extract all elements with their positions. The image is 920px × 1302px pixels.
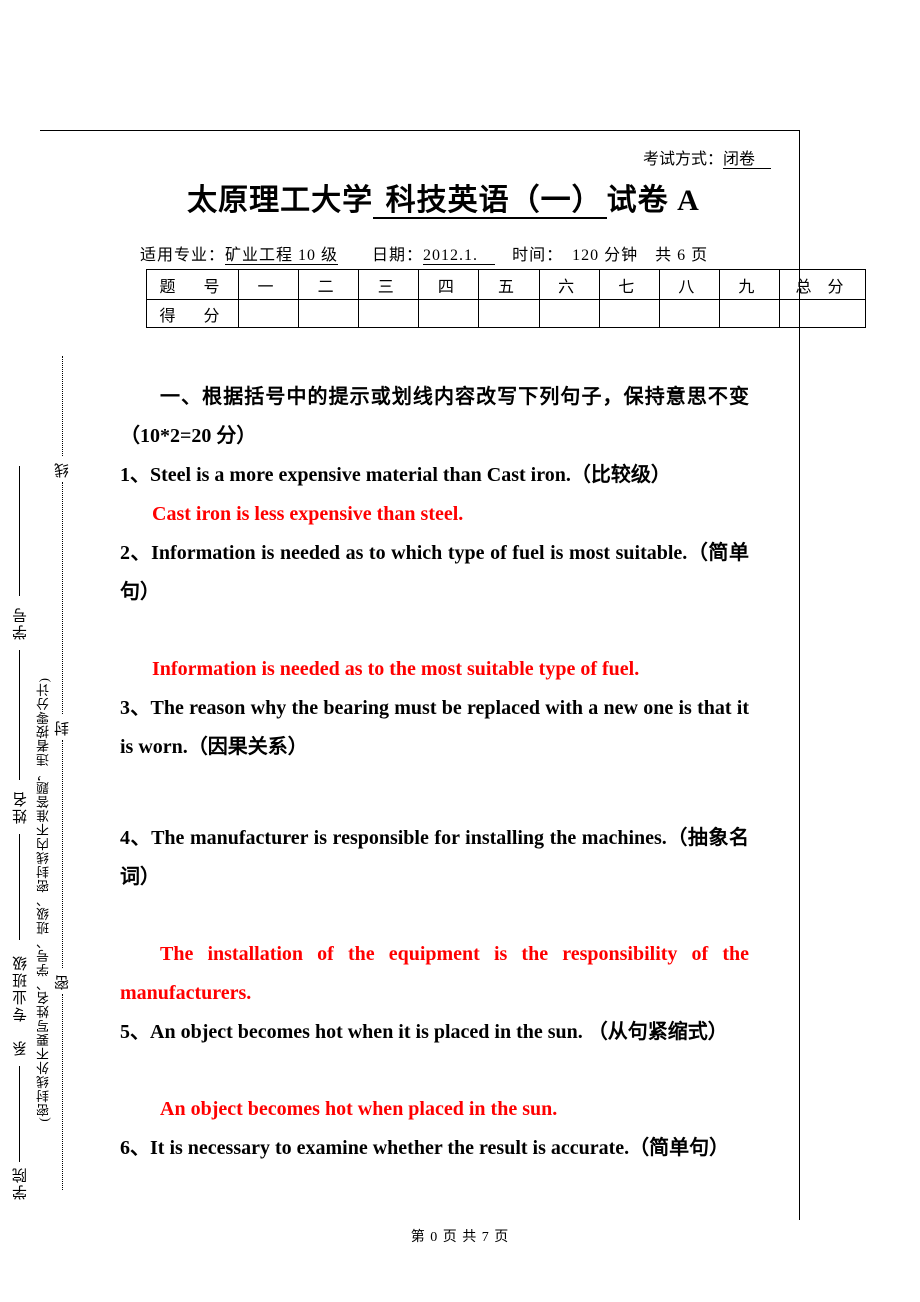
field-name-label: 姓名 <box>10 790 31 824</box>
td <box>659 300 719 328</box>
exam-title: 太原理工大学 科技英语（一）试卷 A <box>114 175 773 219</box>
answer-1: Cast iron is less expensive than steel. <box>120 495 749 534</box>
td <box>599 300 659 328</box>
content-area: 一、根据括号中的提示或划线内容改写下列句子，保持意思不变（10*2=20 分） … <box>40 328 799 1168</box>
th: 七 <box>599 270 659 300</box>
title-suffix: 试卷 A <box>607 184 700 217</box>
table-row: 题 号 一 二 三 四 五 六 七 八 九 总 分 <box>147 270 866 300</box>
meta-major-value: 矿业工程 10 级 <box>225 247 338 265</box>
title-course: 科技英语（一） <box>373 184 607 219</box>
question-3: 3、The reason why the bearing must be rep… <box>120 689 749 767</box>
th-total: 总 分 <box>780 270 866 300</box>
meta-date-label: 日期： <box>338 247 423 264</box>
answer-4: The installation of the equipment is the… <box>120 935 749 1013</box>
section-1-heading: 一、根据括号中的提示或划线内容改写下列句子，保持意思不变（10*2=20 分） <box>120 378 749 456</box>
th: 五 <box>479 270 539 300</box>
header-area: 考试方式：闭卷 太原理工大学 科技英语（一）试卷 A 适用专业：矿业工程 10 … <box>40 145 799 328</box>
td <box>239 300 299 328</box>
th-label: 题 号 <box>147 270 239 300</box>
page-footer: 第 0 页 共 7 页 <box>0 1226 920 1246</box>
td-label: 得 分 <box>147 300 239 328</box>
field-dept-label: 系 专业班级 <box>10 954 31 1056</box>
td <box>299 300 359 328</box>
td <box>539 300 599 328</box>
th: 三 <box>359 270 419 300</box>
meta-date-value: 2012.1. <box>423 247 495 265</box>
answer-5: An object becomes hot when placed in the… <box>120 1090 749 1129</box>
page-frame: 考试方式：闭卷 太原理工大学 科技英语（一）试卷 A 适用专业：矿业工程 10 … <box>40 130 800 1220</box>
exam-type-label: 考试方式： <box>643 151 723 168</box>
field-name-line <box>19 650 20 780</box>
field-college-label: 学院 <box>10 1166 31 1200</box>
question-2: 2、Information is needed as to which type… <box>120 534 749 612</box>
td <box>719 300 779 328</box>
meta-time: 时间： 120 分钟 共 6 页 <box>495 247 708 264</box>
th: 二 <box>299 270 359 300</box>
answer-2: Information is needed as to the most sui… <box>120 650 749 689</box>
question-5: 5、An object becomes hot when it is place… <box>120 1013 749 1052</box>
field-id-line <box>19 466 20 596</box>
field-dept-line <box>19 834 20 940</box>
th: 九 <box>719 270 779 300</box>
td <box>359 300 419 328</box>
question-4: 4、The manufacturer is responsible for in… <box>120 819 749 897</box>
meta-line: 适用专业：矿业工程 10 级 日期：2012.1. 时间： 120 分钟 共 6… <box>114 241 773 265</box>
th: 四 <box>419 270 479 300</box>
td <box>479 300 539 328</box>
question-6: 6、It is necessary to examine whether the… <box>120 1129 749 1168</box>
td <box>780 300 866 328</box>
td <box>419 300 479 328</box>
table-row: 得 分 <box>147 300 866 328</box>
score-table: 题 号 一 二 三 四 五 六 七 八 九 总 分 得 分 <box>146 269 866 328</box>
exam-type-line: 考试方式：闭卷 <box>114 145 773 169</box>
th: 六 <box>539 270 599 300</box>
title-university: 太原理工大学 <box>187 184 373 217</box>
field-college-line <box>19 1066 20 1162</box>
question-1: 1、Steel is a more expensive material tha… <box>120 456 749 495</box>
exam-type-value: 闭卷 <box>723 151 771 169</box>
th: 一 <box>239 270 299 300</box>
meta-major-label: 适用专业： <box>140 247 225 264</box>
field-id-label: 学号 <box>10 606 31 640</box>
th: 八 <box>659 270 719 300</box>
